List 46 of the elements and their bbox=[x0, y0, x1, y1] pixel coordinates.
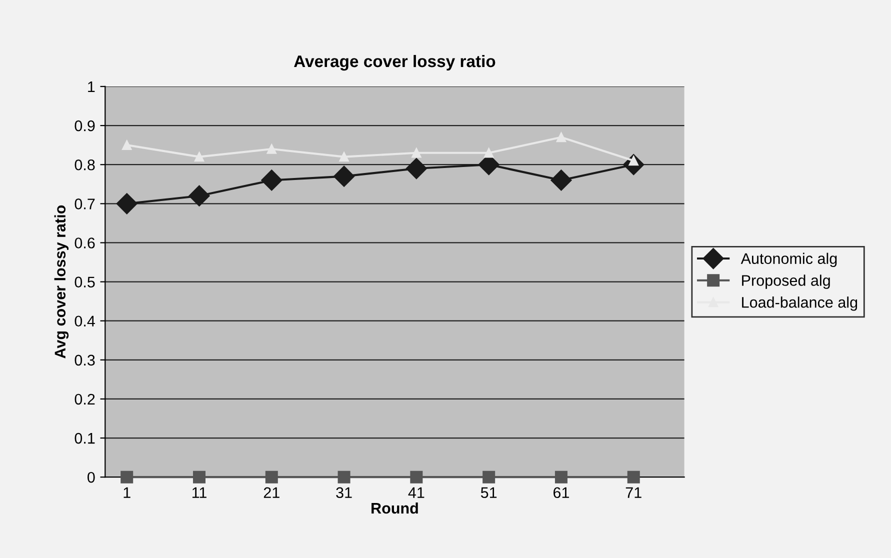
point bbox=[122, 140, 132, 150]
point bbox=[406, 158, 427, 180]
point bbox=[484, 148, 494, 158]
y-tick-label: 0.7 bbox=[74, 198, 95, 210]
point bbox=[550, 170, 572, 191]
x-tick-label: 41 bbox=[408, 487, 424, 498]
x-axis-title: Round bbox=[372, 502, 418, 514]
legend-label: Load-balance alg bbox=[742, 296, 858, 311]
point bbox=[194, 152, 204, 162]
y-tick-label: 0.2 bbox=[74, 394, 95, 405]
y-tick-label: 0.8 bbox=[74, 159, 95, 170]
x-tick-label: 51 bbox=[480, 487, 497, 498]
y-tick-label: 0 bbox=[88, 472, 95, 483]
point bbox=[339, 152, 349, 162]
point bbox=[193, 470, 206, 484]
x-tick-label: 31 bbox=[336, 487, 352, 498]
point bbox=[266, 144, 277, 154]
x-tick-label: 11 bbox=[192, 487, 206, 498]
legend-label: Autonomic alg bbox=[740, 252, 837, 268]
point bbox=[265, 470, 278, 484]
x-tick-label: 1 bbox=[124, 487, 130, 498]
point bbox=[412, 148, 422, 158]
y-tick-label: 0.1 bbox=[74, 432, 95, 444]
legend-label: Proposed alg bbox=[742, 274, 830, 289]
point bbox=[410, 470, 423, 484]
point bbox=[338, 470, 350, 484]
chart-title: Average cover lossy ratio bbox=[294, 54, 496, 71]
point bbox=[188, 185, 210, 206]
y-axis-title: Avg cover lossy ratio bbox=[54, 205, 69, 358]
y-tick-label: 0.9 bbox=[74, 120, 95, 132]
y-tick-label: 0.5 bbox=[74, 276, 95, 288]
point bbox=[482, 470, 496, 484]
y-tick-label: 0.3 bbox=[74, 354, 95, 366]
x-tick-label: 21 bbox=[264, 487, 280, 498]
point bbox=[554, 470, 568, 484]
point bbox=[120, 470, 134, 484]
point bbox=[334, 166, 355, 187]
point bbox=[627, 470, 640, 484]
point bbox=[261, 170, 282, 191]
y-tick-label: 1 bbox=[88, 82, 95, 92]
y-tick-label: 0.6 bbox=[74, 238, 95, 248]
x-tick-label: 71 bbox=[626, 487, 642, 498]
point bbox=[116, 193, 138, 214]
x-tick-label: 61 bbox=[554, 487, 569, 498]
point bbox=[556, 132, 566, 142]
y-tick-label: 0.4 bbox=[74, 316, 95, 327]
